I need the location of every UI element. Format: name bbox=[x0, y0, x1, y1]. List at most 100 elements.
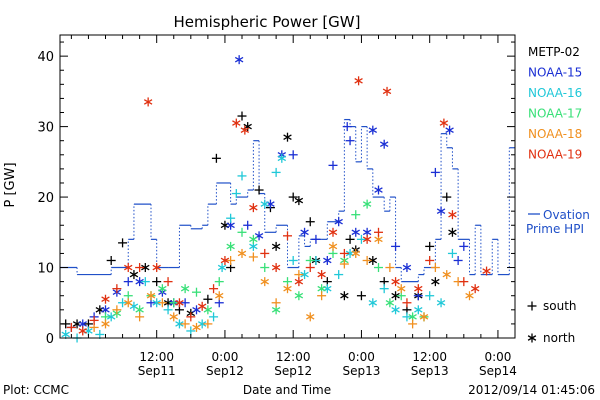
north-point bbox=[226, 241, 235, 251]
south-point bbox=[180, 298, 190, 308]
legend-entry: NOAA-19 bbox=[528, 148, 582, 162]
north-point bbox=[448, 227, 457, 237]
north-point bbox=[192, 322, 201, 332]
north-point bbox=[129, 301, 139, 311]
north-point bbox=[391, 277, 400, 287]
south-point bbox=[163, 305, 173, 315]
south-point bbox=[305, 263, 315, 273]
north-point bbox=[135, 277, 144, 287]
north-point bbox=[300, 270, 309, 280]
south-point bbox=[328, 160, 338, 170]
south-point bbox=[209, 312, 219, 322]
north-point bbox=[414, 305, 423, 315]
south-point bbox=[379, 284, 389, 294]
north-point bbox=[294, 277, 304, 287]
y-tick-label: 10 bbox=[37, 262, 54, 277]
legend-entry: NOAA-16 bbox=[528, 86, 582, 100]
south-point bbox=[231, 189, 241, 199]
north-point bbox=[323, 255, 332, 265]
north-point bbox=[180, 284, 190, 294]
satellite-points bbox=[61, 55, 491, 343]
north-point bbox=[232, 118, 241, 128]
x-tick-time-label: 0:00 bbox=[484, 350, 511, 364]
north-point bbox=[397, 284, 406, 294]
plot-frame bbox=[59, 34, 516, 339]
north-point bbox=[220, 255, 230, 265]
south-point bbox=[459, 277, 469, 287]
north-point bbox=[323, 284, 332, 294]
south-point bbox=[248, 252, 258, 262]
south-point bbox=[339, 248, 349, 258]
north-point bbox=[152, 263, 161, 273]
north-point bbox=[220, 220, 230, 230]
south-point bbox=[214, 277, 224, 287]
north-point bbox=[442, 270, 451, 280]
north-point bbox=[414, 284, 423, 294]
north-point bbox=[362, 234, 372, 244]
north-point bbox=[368, 125, 378, 135]
marker-legend-north bbox=[527, 333, 537, 343]
north-point bbox=[402, 263, 412, 273]
north-point bbox=[351, 248, 360, 258]
north-point bbox=[374, 185, 383, 195]
series-noaa-16 bbox=[61, 153, 457, 343]
south-point bbox=[459, 241, 469, 251]
north-point bbox=[482, 266, 491, 276]
north-point bbox=[354, 76, 363, 86]
north-point bbox=[234, 55, 244, 65]
south-point bbox=[408, 319, 418, 329]
south-point bbox=[163, 277, 173, 287]
south-point bbox=[356, 291, 366, 301]
north-point bbox=[175, 298, 184, 308]
north-point bbox=[249, 203, 258, 213]
north-point bbox=[203, 305, 213, 315]
north-point bbox=[143, 97, 153, 107]
north-point bbox=[129, 270, 139, 280]
south-point bbox=[243, 220, 253, 230]
x-tick-time-label: 12:00 bbox=[139, 350, 174, 364]
north-point bbox=[141, 263, 150, 273]
south-point bbox=[271, 167, 281, 177]
north-point bbox=[271, 241, 281, 251]
y-tick-label: 30 bbox=[37, 121, 54, 136]
south-point bbox=[374, 227, 383, 237]
ovation-legend-label-2: Prime HPI bbox=[526, 222, 584, 236]
north-point bbox=[351, 227, 360, 237]
south-point bbox=[169, 298, 179, 308]
south-point bbox=[351, 210, 361, 220]
south-point bbox=[226, 255, 236, 265]
south-point bbox=[157, 298, 167, 308]
south-point bbox=[288, 192, 298, 202]
south-point bbox=[305, 217, 315, 227]
north-point bbox=[124, 263, 133, 273]
south-point bbox=[186, 326, 196, 336]
north-point bbox=[254, 231, 264, 241]
legend: METP-02 NOAA-15 NOAA-16 NOAA-17 NOAA-18 NOAA-… bbox=[526, 45, 590, 345]
chart-title: Hemispheric Power [GW] bbox=[174, 13, 361, 31]
north-point bbox=[445, 125, 454, 135]
north-point bbox=[306, 312, 315, 322]
south-point bbox=[345, 136, 355, 146]
north-point bbox=[368, 255, 378, 265]
x-tick-date-label: Sep13 bbox=[342, 364, 380, 378]
north-point bbox=[419, 312, 429, 322]
north-point bbox=[169, 312, 178, 322]
south-point bbox=[112, 284, 122, 294]
south-point bbox=[342, 122, 352, 132]
south-point bbox=[66, 322, 76, 332]
footer-plot-credit: Plot: CCMC bbox=[3, 383, 69, 397]
north-point bbox=[379, 139, 389, 149]
x-tick-date-label: Sep12 bbox=[274, 364, 312, 378]
north-point bbox=[277, 153, 287, 163]
south-point bbox=[430, 167, 440, 177]
south-point bbox=[402, 298, 412, 308]
south-point bbox=[254, 185, 264, 195]
south-point bbox=[89, 315, 99, 325]
north-point bbox=[152, 298, 161, 308]
north-point bbox=[362, 199, 372, 209]
axes: 01020304012:00Sep110:00Sep1212:00Sep120:… bbox=[37, 35, 517, 378]
south-point bbox=[123, 277, 133, 287]
legend-entry: NOAA-17 bbox=[528, 107, 582, 121]
south-point bbox=[283, 231, 292, 241]
